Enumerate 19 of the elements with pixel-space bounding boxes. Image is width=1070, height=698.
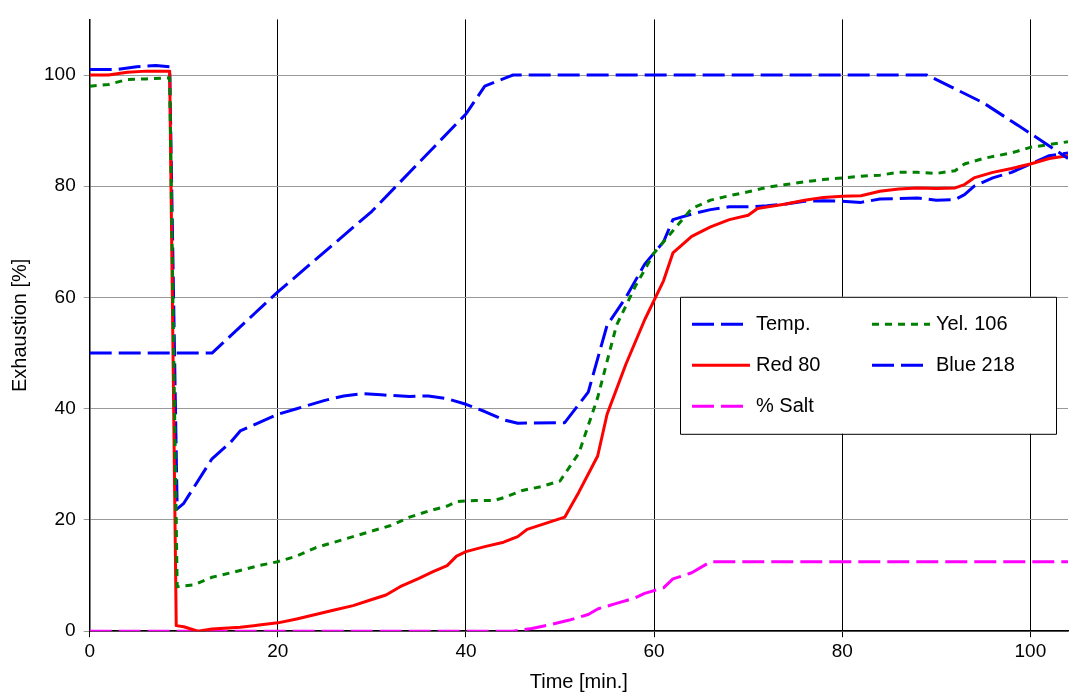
legend-label: Temp. — [756, 311, 811, 334]
y-tick-label: 100 — [44, 63, 76, 85]
y-axis-title: Exhaustion [%] — [7, 258, 30, 393]
legend-label: % Salt — [756, 393, 815, 416]
x-tick-label: 100 — [1014, 639, 1047, 661]
legend-label: Blue 218 — [936, 352, 1015, 375]
legend-label: Red 80 — [756, 352, 821, 375]
y-tick-label: 20 — [54, 508, 76, 530]
x-tick-label: 80 — [831, 639, 853, 661]
x-tick-label: 40 — [455, 639, 477, 661]
x-tick-label: 20 — [267, 639, 289, 661]
y-tick-label: 0 — [65, 619, 76, 641]
x-tick-label: 0 — [84, 639, 95, 661]
x-tick-label: 60 — [643, 639, 665, 661]
y-tick-label: 40 — [54, 396, 76, 418]
x-axis-title: Time [min.] — [529, 669, 628, 692]
y-tick-label: 60 — [54, 285, 76, 307]
legend-label: Yel. 106 — [936, 311, 1008, 334]
y-tick-label: 80 — [54, 174, 76, 196]
